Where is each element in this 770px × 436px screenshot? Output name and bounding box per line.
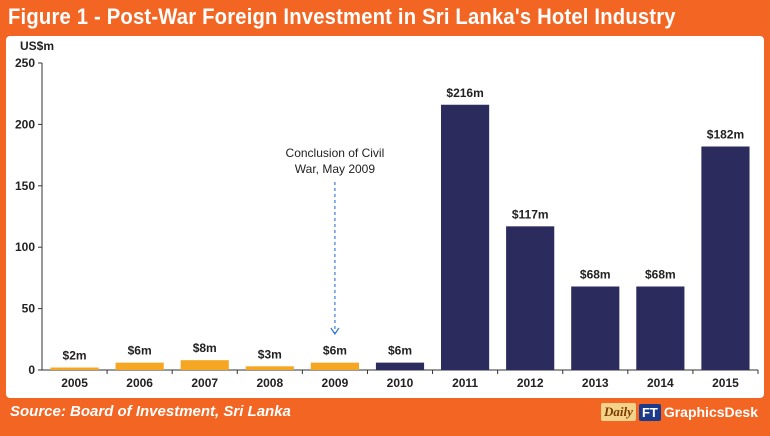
data-label-2007: $8m <box>193 341 217 355</box>
data-label-2006: $6m <box>128 344 152 358</box>
bar-2007 <box>180 360 229 370</box>
source-note: Source: Board of Investment, Sri Lanka <box>10 403 291 420</box>
bar-2008 <box>245 366 294 370</box>
bar-2014 <box>636 286 685 370</box>
brand-ft: FT <box>638 403 661 421</box>
x-tick-label-2010: 2010 <box>387 376 414 390</box>
data-label-2005: $2m <box>63 349 87 363</box>
y-tick-label: 50 <box>22 302 36 316</box>
brand-desk: GraphicsDesk <box>663 404 758 420</box>
data-label-2011: $216m <box>446 86 483 100</box>
y-tick-label: 200 <box>15 117 35 131</box>
y-tick-label: 250 <box>15 56 35 70</box>
y-tick-label: 100 <box>15 240 35 254</box>
chart-panel: 0 50 100 150 200 250 US$m $2m 2005 $6m 2006 $8m 2007… <box>6 36 764 398</box>
bar-2011 <box>441 104 490 370</box>
annotation-line-2: War, May 2009 <box>295 162 376 176</box>
x-tick-label-2011: 2011 <box>452 376 478 390</box>
data-label-2013: $68m <box>580 267 611 281</box>
annotation-arrow-head <box>330 327 340 336</box>
data-label-2012: $117m <box>512 207 549 221</box>
x-tick-label-2012: 2012 <box>517 376 544 390</box>
data-label-2008: $3m <box>258 347 282 361</box>
bar-2009 <box>310 362 359 370</box>
y-tick-label: 0 <box>28 363 35 377</box>
bar-2013 <box>571 286 620 370</box>
footer: Source: Board of Investment, Sri Lanka D… <box>0 398 770 436</box>
x-tick-label-2013: 2013 <box>582 376 609 390</box>
bar-2010 <box>375 362 425 370</box>
data-label-2015: $182m <box>707 128 744 142</box>
x-tick-label-2006: 2006 <box>126 376 153 390</box>
data-label-2009: $6m <box>323 344 347 358</box>
x-tick-label-2009: 2009 <box>322 376 349 390</box>
bar-chart: 0 50 100 150 200 250 US$m $2m 2005 $6m 2006 $8m 2007… <box>15 39 759 390</box>
annotation-line-1: Conclusion of Civil <box>286 146 385 160</box>
data-label-2014: $68m <box>645 267 676 281</box>
bar-2006 <box>115 362 164 370</box>
bar-2012 <box>506 226 555 370</box>
x-tick-label-2007: 2007 <box>191 376 218 390</box>
title-bar: Figure 1 - Post-War Foreign Investment i… <box>0 0 770 36</box>
data-label-2010: $6m <box>388 344 412 358</box>
brand-daily: Daily <box>601 403 636 421</box>
bar-2005 <box>50 367 99 370</box>
chart-title: Figure 1 - Post-War Foreign Investment i… <box>8 4 676 29</box>
x-tick-label-2015: 2015 <box>712 376 739 390</box>
x-tick-label-2005: 2005 <box>61 376 88 390</box>
bar-2015 <box>701 146 750 370</box>
x-tick-label-2008: 2008 <box>256 376 283 390</box>
brand-logo: Daily FT GraphicsDesk <box>601 402 758 422</box>
x-tick-label-2014: 2014 <box>647 376 674 390</box>
y-tick-label: 150 <box>15 179 35 193</box>
y-axis-label: US$m <box>20 39 54 53</box>
